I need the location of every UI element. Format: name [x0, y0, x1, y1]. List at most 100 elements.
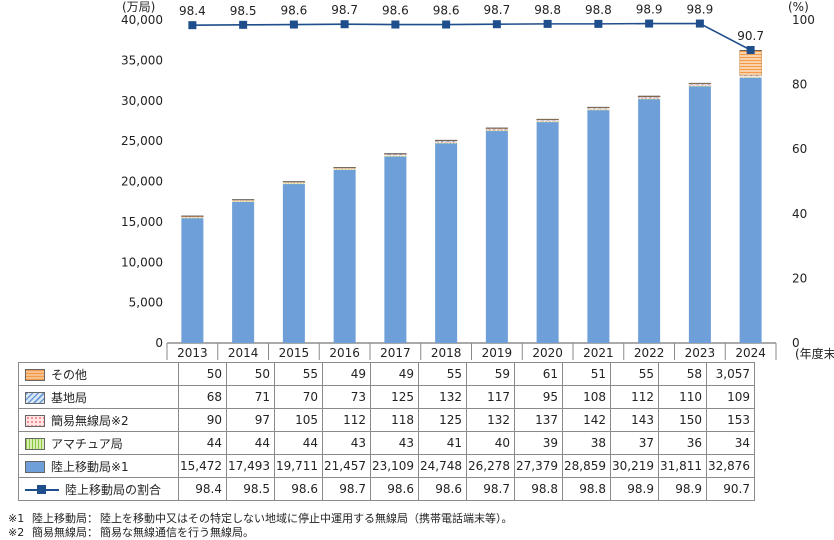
table-cell: 44 [226, 431, 275, 455]
table-cell: 142 [562, 408, 611, 432]
table-cell: 153 [706, 408, 755, 432]
table-cell: 98.8 [562, 477, 611, 501]
left-tick-label: 30,000 [121, 94, 163, 108]
table-cell: 70 [274, 385, 323, 409]
ratio-point-label: 98.8 [534, 3, 561, 17]
table-cell: 98.6 [274, 477, 323, 501]
table-cell: 28,859 [562, 454, 611, 478]
right-tick-label: 80 [792, 78, 807, 92]
table-cell: 37 [610, 431, 659, 455]
right-tick-label: 60 [792, 142, 807, 156]
x-tick-label: 2022 [634, 346, 665, 360]
legend-text: その他 [51, 367, 88, 382]
table-cell: 59 [466, 362, 515, 386]
row-legend-label: 陸上移動局の割合 [18, 477, 179, 501]
ratio-marker [442, 20, 451, 29]
bar-segment-simple [282, 182, 305, 184]
bar-segment-base [688, 83, 711, 85]
legend-swatch-icon [25, 392, 45, 404]
bar-segment-mobile [688, 86, 711, 344]
row-legend-label: その他 [18, 362, 179, 386]
bar-segment-simple [536, 120, 559, 122]
bar-segment-mobile [739, 77, 762, 343]
x-tick-label: 2017 [380, 346, 411, 360]
left-tick-label: 15,000 [121, 215, 163, 229]
table-cell: 19,711 [274, 454, 323, 478]
right-y-axis: 0 20 40 60 80 100 [792, 13, 815, 350]
x-tick-label: 2015 [279, 346, 310, 360]
footnote-2: ※2 簡易無線局： 簡易な無線通信を行う無線局。 [8, 526, 513, 540]
table-cell: 61 [514, 362, 563, 386]
legend-swatch-icon [25, 415, 45, 427]
ratio-marker [492, 20, 501, 29]
row-legend-label: 陸上移動局※1 [18, 454, 179, 478]
table-cell: 31,811 [658, 454, 707, 478]
ratio-point-label: 98.5 [230, 4, 257, 18]
bar-segment-amateur [485, 130, 508, 132]
table-cell: 98.8 [514, 477, 563, 501]
bar-segment-mobile [384, 156, 407, 343]
table-cell: 34 [706, 431, 755, 455]
row-legend-label: アマチュア局 [18, 431, 179, 455]
bar-segment-simple [739, 76, 762, 78]
footnote-text: 陸上を移動中又はその特定しない地域に停止中運用する無線局（携帯電話端末等）。 [100, 512, 513, 525]
ratio-marker [695, 19, 704, 28]
bar-segment-amateur [333, 169, 356, 170]
table-cell: 58 [658, 362, 707, 386]
table-row-ratio: 陸上移動局の割合 98.4 98.5 98.6 98.7 98.6 98.6 98.7 98.8… [18, 477, 755, 501]
table-cell: 71 [226, 385, 275, 409]
data-table: その他 50 50 55 49 49 55 59 61 51 55 58 3,057 基地局 68 71 70 7… [18, 362, 755, 501]
x-axis: 2013 2014 2015 2016 2017 2018 2019 2020 2021 2022… [166, 343, 777, 360]
table-cell: 51 [562, 362, 611, 386]
left-tick-label: 10,000 [121, 255, 163, 269]
ratio-point-label: 90.7 [737, 29, 764, 43]
footnotes: ※1 陸上移動局： 陸上を移動中又はその特定しない地域に停止中運用する無線局（携帯電… [8, 512, 513, 540]
ratio-marker [391, 20, 400, 29]
bar-segment-mobile [435, 143, 458, 343]
table-row-mobile: 陸上移動局※1 15,472 17,493 19,711 21,457 23,109 24,… [18, 454, 755, 478]
footnote-term: 簡易無線局： [32, 526, 98, 539]
left-tick-label: 40,000 [121, 13, 163, 27]
table-cell: 95 [514, 385, 563, 409]
left-axis-unit: (万局) [122, 0, 155, 14]
ratio-marker [289, 20, 298, 29]
legend-swatch-icon [25, 369, 45, 381]
ratio-marker [239, 20, 248, 29]
legend-swatch-icon [25, 461, 45, 473]
x-tick-label: 2014 [228, 346, 259, 360]
ratio-marker [543, 19, 552, 28]
table-cell: 44 [274, 431, 323, 455]
bar-segment-mobile [485, 130, 508, 343]
bar-segment-simple [181, 216, 204, 218]
bar-segment-simple [587, 108, 610, 110]
right-axis-unit: (%) [788, 0, 809, 14]
table-cell: 125 [418, 408, 467, 432]
table-cell: 105 [274, 408, 323, 432]
table-cell: 23,109 [370, 454, 419, 478]
x-tick-label: 2024 [735, 346, 766, 360]
table-cell: 50 [226, 362, 275, 386]
right-tick-label: 40 [792, 207, 807, 221]
ratio-point-label: 98.6 [281, 4, 308, 18]
ratio-marker [188, 21, 197, 30]
bar-segment-mobile [536, 121, 559, 343]
bar-segment-amateur [587, 109, 610, 111]
bar-segment-base [435, 140, 458, 142]
table-cell: 50 [178, 362, 227, 386]
bar-segment-other [739, 50, 762, 76]
left-tick-label: 0 [155, 336, 163, 350]
right-tick-label: 0 [792, 336, 800, 350]
table-cell: 49 [370, 362, 419, 386]
x-tick-label: 2020 [532, 346, 563, 360]
table-cell: 17,493 [226, 454, 275, 478]
table-cell: 117 [466, 385, 515, 409]
table-row-amateur: アマチュア局 44 44 44 43 43 41 40 39 38 37 36 34 [18, 431, 755, 455]
bar-segment-amateur [282, 183, 305, 185]
table-cell: 98.7 [322, 477, 371, 501]
table-cell: 38 [562, 431, 611, 455]
table-cell: 90 [178, 408, 227, 432]
left-tick-label: 25,000 [121, 134, 163, 148]
bar-segment-amateur [384, 156, 407, 157]
bar-segment-simple [688, 84, 711, 86]
bar-segment-mobile [638, 98, 661, 344]
